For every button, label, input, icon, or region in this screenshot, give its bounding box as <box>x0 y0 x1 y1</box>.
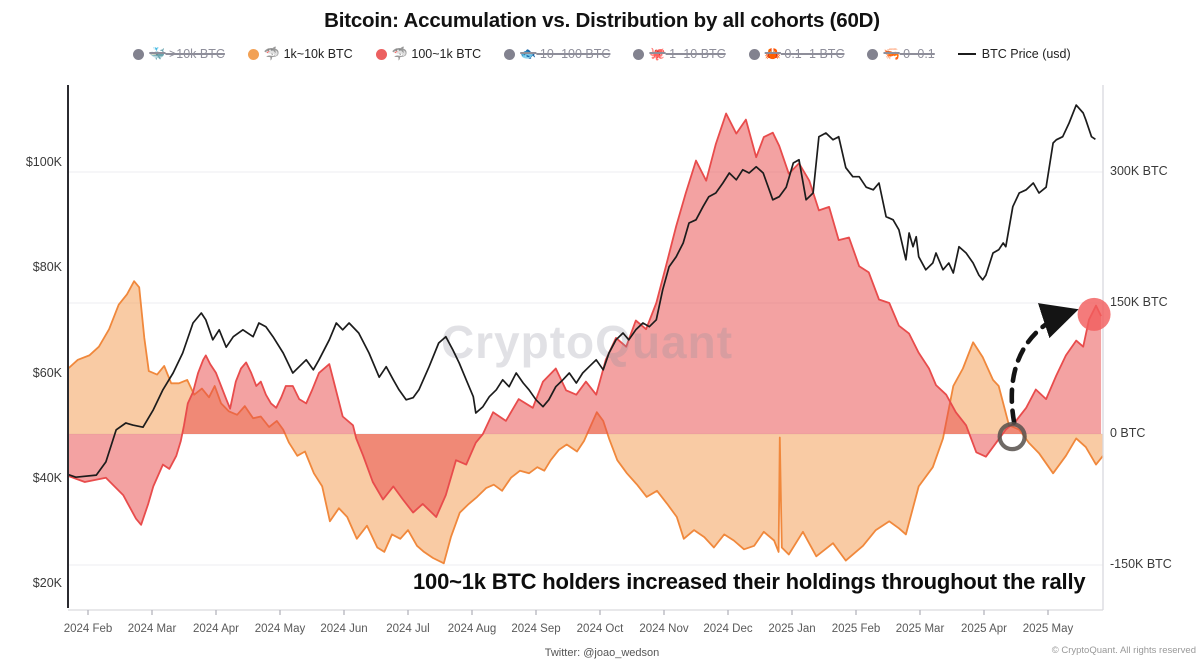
legend-item-1-10-btc[interactable]: 🐙 1~10 BTC <box>633 46 726 61</box>
legend-dot <box>133 48 145 60</box>
legend-item-10-100-btc[interactable]: 🐟 10~100 BTC <box>504 47 610 61</box>
cohort-emoji-icon: 🦐 <box>883 46 900 61</box>
x-tick-label: 2024 Jun <box>320 623 368 635</box>
x-tick-label: 2024 Apr <box>192 623 240 635</box>
cohort-emoji-icon: 🐟 <box>520 46 537 61</box>
x-tick-label: 2025 Jan <box>768 623 816 635</box>
x-tick-label: 2024 Sep <box>511 623 561 635</box>
y-left-label: $60K <box>32 365 62 380</box>
legend: 🐳 >10k BTC 🦈 1k~10k BTC 🦈 100~1k BTC 🐟 10~1… <box>30 47 1174 61</box>
area-line-100-1k <box>67 112 1102 526</box>
legend-item-0-0-1[interactable]: 🦐 0~0.1 <box>867 46 935 61</box>
x-tick-label: 2024 Feb <box>63 623 113 635</box>
y-left-label: $100K <box>25 155 62 169</box>
start-ring <box>997 422 1027 452</box>
legend-label: 🦈 1k~10k BTC <box>263 46 353 61</box>
x-tick-label: 2025 Mar <box>895 623 945 635</box>
x-tick-label: 2024 Aug <box>447 623 497 635</box>
legend-item-1k-10k-btc[interactable]: 🦈 1k~10k BTC <box>247 46 353 61</box>
highlight-ball <box>1077 297 1111 331</box>
y-right-label: -150K BTC <box>1110 556 1172 571</box>
cohort-emoji-icon: 🦈 <box>263 46 281 61</box>
y-right-label: 150K BTC <box>1110 295 1168 309</box>
x-tick-label: 2024 Jul <box>386 623 430 635</box>
cohort-emoji-icon: 🦈 <box>391 46 408 61</box>
dashed-arrow <box>1009 303 1079 425</box>
legend-label: 🦐 0~0.1 <box>883 46 935 61</box>
area-100-1k-btc <box>68 113 1102 525</box>
legend-item-btc-price[interactable]: BTC Price (usd) <box>957 47 1071 61</box>
btc-price-line <box>67 104 1096 479</box>
price-line-icon <box>957 53 976 55</box>
x-tick-label: 2024 Mar <box>127 623 177 635</box>
cohort-emoji-icon: 🐙 <box>649 46 666 61</box>
y-left-label: $40K <box>32 470 62 485</box>
x-tick-label: 2025 Apr <box>960 623 1008 635</box>
cohort-emoji-icon: 🐳 <box>149 46 166 61</box>
legend-dot <box>504 48 516 60</box>
area-1k-10k-btc <box>68 281 1104 564</box>
x-tick-label: 2025 May <box>1022 623 1074 635</box>
legend-dot <box>247 48 259 60</box>
x-tick-label: 2024 Nov <box>639 623 689 635</box>
legend-label: 🦀 0.1~1 BTC <box>764 46 845 61</box>
x-tick-label: 2024 Dec <box>703 623 753 635</box>
cryptoquant-watermark: CryptoQuant <box>441 316 733 368</box>
cohort-emoji-icon: 🦀 <box>764 46 781 61</box>
x-tick-label: 2024 May <box>254 623 306 635</box>
x-tick-label: 2025 Feb <box>831 623 881 635</box>
legend-item--10k-btc[interactable]: 🐳 >10k BTC <box>133 47 225 61</box>
legend-item-0-1-1-btc[interactable]: 🦀 0.1~1 BTC <box>748 46 845 61</box>
y-left-label: $80K <box>32 260 62 275</box>
y-right-label: 0 BTC <box>1110 426 1146 440</box>
legend-dot <box>748 48 760 60</box>
copyright-notice: © CryptoQuant. All rights reserved <box>1051 645 1196 656</box>
y-right-label: 300K BTC <box>1110 164 1168 178</box>
legend-label: 🐟 10~100 BTC <box>520 46 611 61</box>
callout-text: 100~1k BTC holders increased their holdi… <box>404 568 1095 596</box>
twitter-credit: Twitter: @joao_wedson <box>544 647 660 659</box>
page-title: Bitcoin: Accumulation vs. Distribution b… <box>324 9 880 32</box>
legend-dot <box>867 48 879 60</box>
legend-dot <box>633 48 645 60</box>
legend-label: 🐙 1~10 BTC <box>649 46 726 61</box>
legend-label: BTC Price (usd) <box>981 47 1071 61</box>
legend-label: 🦈 100~1k BTC <box>391 46 482 61</box>
legend-label: 🐳 >10k BTC <box>149 46 225 61</box>
x-tick-label: 2024 Oct <box>576 623 624 635</box>
legend-item-100-1k-btc[interactable]: 🦈 100~1k BTC <box>375 46 482 61</box>
legend-dot <box>375 48 387 60</box>
y-left-label: $20K <box>32 576 62 590</box>
